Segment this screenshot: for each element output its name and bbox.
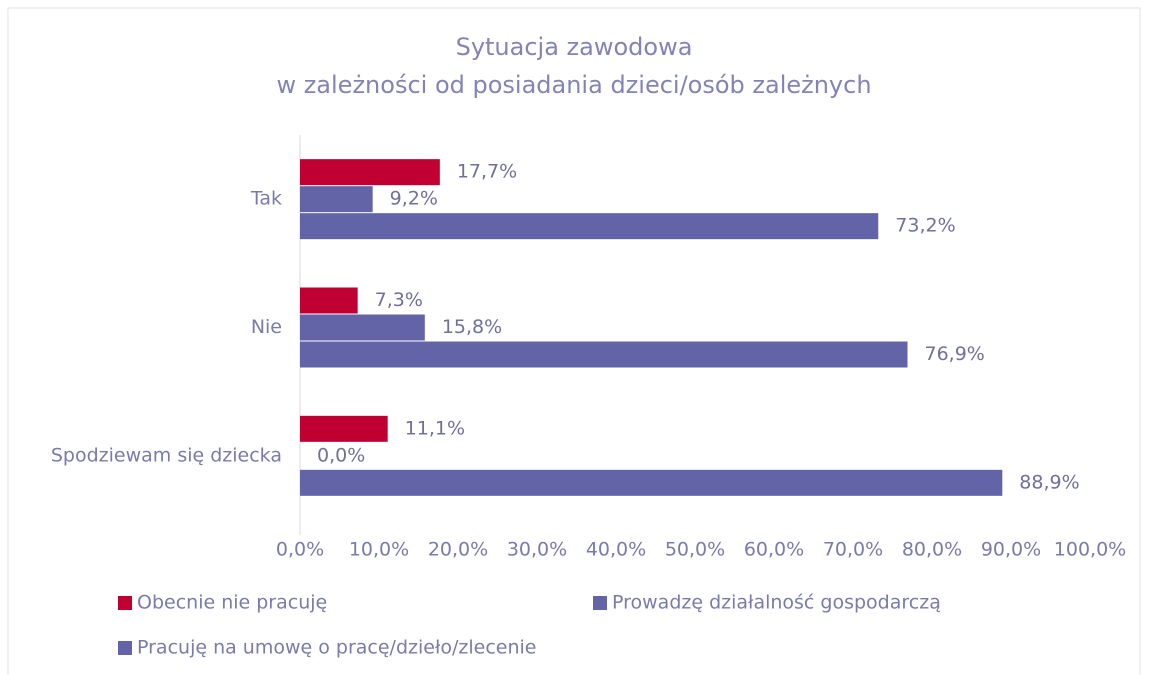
value-label: 73,2% [895,215,955,237]
bar [300,213,879,240]
y-tick-label: Nie [251,316,282,338]
legend-swatch [118,596,132,610]
x-tick-label: 70,0% [823,539,883,561]
bar [300,287,358,314]
value-label: 0,0% [317,444,365,466]
x-tick-label: 40,0% [586,539,646,561]
x-tick-label: 100,0% [1054,539,1126,561]
bar [300,469,1003,496]
x-tick-label: 60,0% [744,539,804,561]
legend-swatch [118,641,132,655]
x-tick-label: 10,0% [349,539,409,561]
legend-label: Obecnie nie pracuję [137,592,327,614]
chart-title: Sytuacja zawodowa [456,33,693,61]
value-label: 9,2% [390,188,438,210]
value-label: 76,9% [925,343,985,365]
x-tick-label: 30,0% [507,539,567,561]
bar [300,186,373,213]
legend-label: Prowadzę działalność gospodarczą [612,592,941,614]
bar [300,159,440,186]
value-label: 15,8% [442,316,502,338]
legend-swatch [593,596,607,610]
bar [300,415,388,442]
value-label: 11,1% [405,417,465,439]
x-tick-label: 80,0% [902,539,962,561]
bar [300,314,425,341]
value-label: 7,3% [375,289,423,311]
x-tick-label: 0,0% [276,539,324,561]
value-label: 17,7% [457,161,517,183]
x-tick-label: 90,0% [981,539,1041,561]
y-tick-label: Tak [250,188,282,210]
chart-border [7,7,1141,675]
chart-subtitle: w zależności od posiadania dzieci/osób z… [276,71,871,99]
y-tick-label: Spodziewam się dziecka [51,444,282,466]
value-label: 88,9% [1019,471,1079,493]
x-tick-label: 20,0% [428,539,488,561]
bar [300,341,908,368]
legend-label: Pracuję na umowę o pracę/dzieło/zlecenie [137,637,536,659]
x-tick-label: 50,0% [665,539,725,561]
